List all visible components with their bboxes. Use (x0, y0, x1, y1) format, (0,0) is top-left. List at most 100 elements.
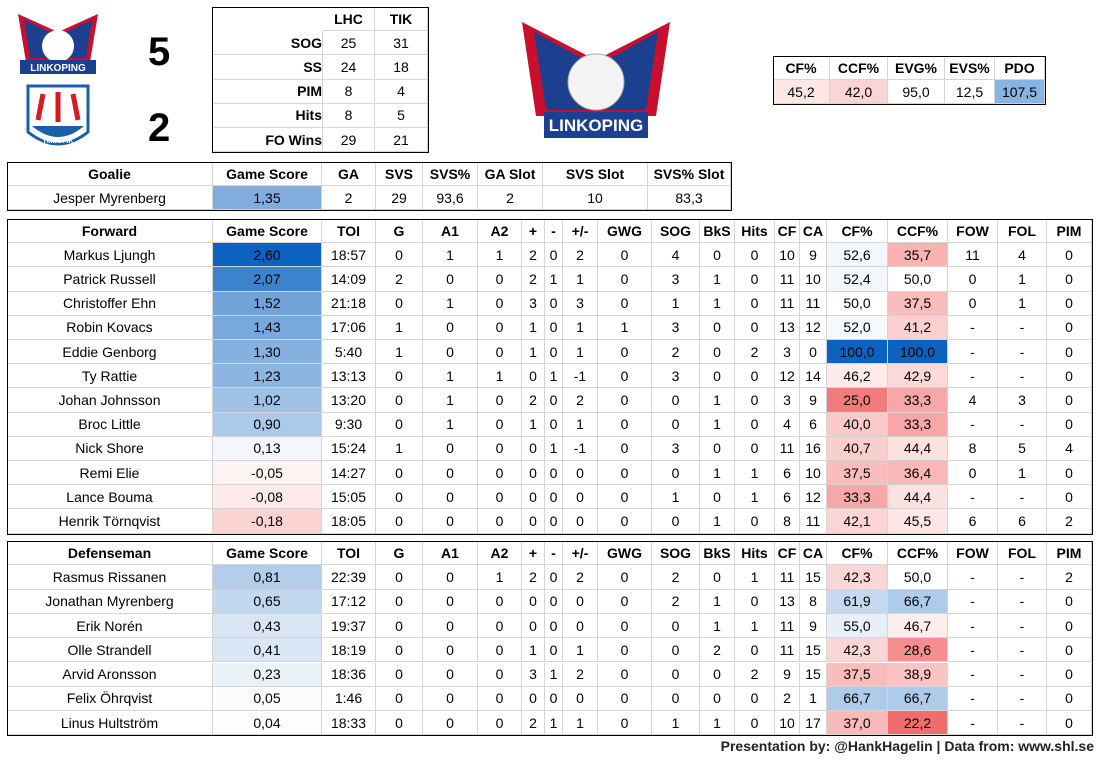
table-cell: 0 (735, 711, 775, 736)
table-cell: 1 (522, 412, 545, 437)
table-cell: 9 (800, 243, 827, 268)
table-cell: 1 (563, 638, 598, 663)
table-cell: 0 (478, 686, 522, 712)
header-cell: FO Wins (212, 128, 323, 153)
table-cell: -0,08 (213, 485, 322, 510)
table-cell: 3 (775, 340, 800, 365)
table-cell: 4 (652, 243, 700, 268)
table-cell: 1 (423, 412, 478, 437)
table-cell: 0 (376, 485, 423, 510)
table-cell: 15 (800, 662, 827, 687)
table-cell: 2 (735, 340, 775, 365)
table-cell: 0 (735, 388, 775, 413)
table-cell: 1 (735, 565, 775, 590)
table-cell: 1 (700, 509, 735, 534)
table-cell: 1 (545, 267, 563, 292)
table-cell: 40,7 (827, 436, 888, 461)
table-cell: 0 (700, 315, 735, 340)
table-cell: 12 (775, 364, 800, 389)
table-cell: 1 (735, 485, 775, 510)
table-cell: 0 (522, 589, 545, 614)
header-cell: A2 (478, 541, 522, 566)
header-cell: SVS Slot (543, 162, 648, 186)
table-cell: 2 (652, 340, 700, 365)
header-cell: CF (775, 219, 800, 244)
table-cell: 4 (948, 388, 998, 413)
header-cell: TOI (322, 541, 376, 566)
table-cell: 11 (775, 638, 800, 663)
header-cell: SS (212, 55, 323, 80)
table-cell: 3 (652, 267, 700, 292)
table-cell: 0 (652, 686, 700, 712)
table-cell: 0 (1047, 243, 1092, 268)
table-cell: 0 (376, 461, 423, 486)
table-cell: 2 (563, 388, 598, 413)
table-cell: 0 (598, 340, 652, 365)
table-cell: 0 (700, 565, 735, 590)
table-cell: 2 (563, 243, 598, 268)
table-cell: 0 (652, 662, 700, 687)
table-cell: 2 (1047, 565, 1092, 590)
main-logo-banner (544, 112, 648, 138)
table-cell: 6 (800, 412, 827, 437)
table-cell: 1 (376, 436, 423, 461)
table-cell: 0 (545, 686, 563, 712)
header-cell: SOG (652, 541, 700, 566)
table-cell: 0 (545, 638, 563, 663)
table-cell: 13:20 (322, 388, 376, 413)
table-cell: 18:19 (322, 638, 376, 663)
table-cell: Robin Kovacs (7, 315, 213, 340)
table-cell: 14:09 (322, 267, 376, 292)
home-logo-text: LINKOPING (30, 63, 86, 74)
table-cell: 19:37 (322, 613, 376, 639)
table-cell: 0 (735, 364, 775, 389)
table-cell: Markus Ljungh (7, 243, 213, 268)
table-cell: 1 (563, 412, 598, 437)
table-cell: 1 (700, 461, 735, 486)
table-cell: 0 (598, 662, 652, 687)
table-cell: 0 (1047, 711, 1092, 736)
table-cell: 100,0 (888, 340, 948, 365)
table-cell: 0,41 (213, 638, 322, 663)
table-cell: 0 (598, 589, 652, 614)
table-cell: 1 (522, 340, 545, 365)
table-cell: 45,5 (888, 509, 948, 534)
main-logo: LINKOPING (522, 22, 670, 138)
table-cell: 5:40 (322, 340, 376, 365)
table-cell: 0 (376, 243, 423, 268)
header-cell: G (376, 219, 423, 244)
table-cell: 0 (423, 267, 478, 292)
table-cell: 0 (545, 589, 563, 614)
table-cell: 8 (323, 103, 375, 128)
header-cell: Goalie (7, 162, 213, 186)
table-cell: 0 (478, 267, 522, 292)
table-cell: 0 (1047, 267, 1092, 292)
header-cell: CF% (827, 541, 888, 566)
table-cell: 11 (948, 243, 998, 268)
header-cell: Hits (735, 219, 775, 244)
table-cell: 0 (478, 613, 522, 639)
table-cell: - (948, 412, 998, 437)
table-cell: 0 (522, 461, 545, 486)
table-cell: 107,5 (995, 80, 1045, 104)
table-cell: 0 (598, 686, 652, 712)
table-cell: 0 (478, 638, 522, 663)
table-cell: 2 (563, 662, 598, 687)
table-cell: Linus Hultström (7, 711, 213, 736)
table-cell: 0 (1047, 485, 1092, 510)
table-cell: 0 (563, 485, 598, 510)
table-cell: 0 (1047, 613, 1092, 639)
table-cell: 13 (775, 315, 800, 340)
header-cell: A1 (423, 541, 478, 566)
table-cell: 0 (735, 267, 775, 292)
table-cell: - (948, 613, 998, 639)
table-cell: 0 (478, 315, 522, 340)
table-cell: 2 (1047, 509, 1092, 534)
table-cell: 4 (1047, 436, 1092, 461)
table-cell: 0 (478, 711, 522, 736)
table-cell: 0 (478, 662, 522, 687)
table-cell: Johan Johnsson (7, 388, 213, 413)
table-cell: 1,23 (213, 364, 322, 389)
table-cell: 1 (563, 340, 598, 365)
table-cell: -0,05 (213, 461, 322, 486)
